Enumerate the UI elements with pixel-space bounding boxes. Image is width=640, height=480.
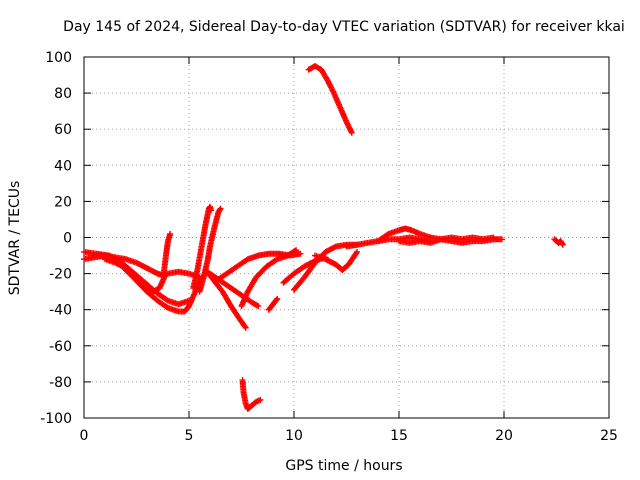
- x-tick-labels: 0 5 10 15 20 25: [80, 428, 618, 444]
- data-point: [217, 205, 224, 212]
- data-point: [186, 297, 192, 304]
- series-sat-j: [213, 250, 304, 284]
- data-points: [81, 63, 566, 412]
- y-tick-label: 60: [54, 122, 72, 138]
- data-point: [498, 236, 505, 243]
- data-point: [254, 302, 261, 309]
- chart-title: Day 145 of 2024, Sidereal Day-to-day VTE…: [63, 19, 625, 35]
- data-point: [353, 250, 360, 257]
- data-point: [208, 207, 215, 214]
- data-point: [242, 324, 249, 331]
- series-sat-i: [207, 270, 262, 310]
- x-tick-label: 15: [390, 428, 408, 444]
- axis-ticks: [83, 56, 610, 419]
- x-axis-label: GPS time / hours: [285, 458, 402, 474]
- series-sat-q: [312, 248, 360, 273]
- y-tick-label: -20: [49, 267, 72, 283]
- x-tick-label: 20: [495, 428, 513, 444]
- data-point: [291, 247, 298, 254]
- data-point: [348, 129, 355, 136]
- x-tick-label: 25: [600, 428, 618, 444]
- data-point: [274, 295, 281, 302]
- y-axis-label: SDTVAR / TECUs: [7, 181, 23, 296]
- series-sat-m: [265, 295, 281, 313]
- series-sat-l: [239, 377, 264, 412]
- y-tick-label: 100: [45, 50, 72, 66]
- y-tick-label: 80: [54, 86, 72, 102]
- x-tick-label: 0: [80, 428, 89, 444]
- data-point: [490, 234, 497, 241]
- series-sat-k: [238, 247, 300, 310]
- data-point: [167, 230, 174, 237]
- series-sat-g: [196, 205, 224, 295]
- y-tick-label: 0: [63, 231, 72, 247]
- y-tick-labels: -100 -80 -60 -40 -20 0 20 40 60 80 100: [40, 50, 72, 427]
- series-sat-e: [160, 230, 174, 277]
- y-tick-label: -100: [40, 411, 72, 427]
- data-point: [241, 323, 248, 330]
- series-sat-u: [427, 234, 497, 243]
- series-sat-s: [375, 225, 434, 245]
- series-sat-p: [305, 63, 355, 136]
- data-point: [273, 296, 280, 303]
- series-sat-c: [91, 252, 203, 281]
- data-point: [255, 303, 262, 310]
- y-tick-label: -40: [49, 303, 72, 319]
- series-sat-d: [102, 256, 192, 308]
- x-tick-label: 10: [285, 428, 303, 444]
- y-tick-label: -80: [49, 375, 72, 391]
- grid-lines: [84, 57, 609, 418]
- y-tick-label: 40: [54, 158, 72, 174]
- y-tick-label: -60: [49, 339, 72, 355]
- data-point: [297, 250, 304, 257]
- x-tick-label: 5: [185, 428, 194, 444]
- data-point: [293, 247, 300, 254]
- data-point: [257, 396, 264, 403]
- y-tick-label: 20: [54, 194, 72, 210]
- series-sat-v: [551, 236, 566, 248]
- series-sat-f: [190, 203, 215, 292]
- data-point: [559, 241, 566, 248]
- plot-frame: [83, 56, 610, 419]
- data-point: [354, 248, 360, 255]
